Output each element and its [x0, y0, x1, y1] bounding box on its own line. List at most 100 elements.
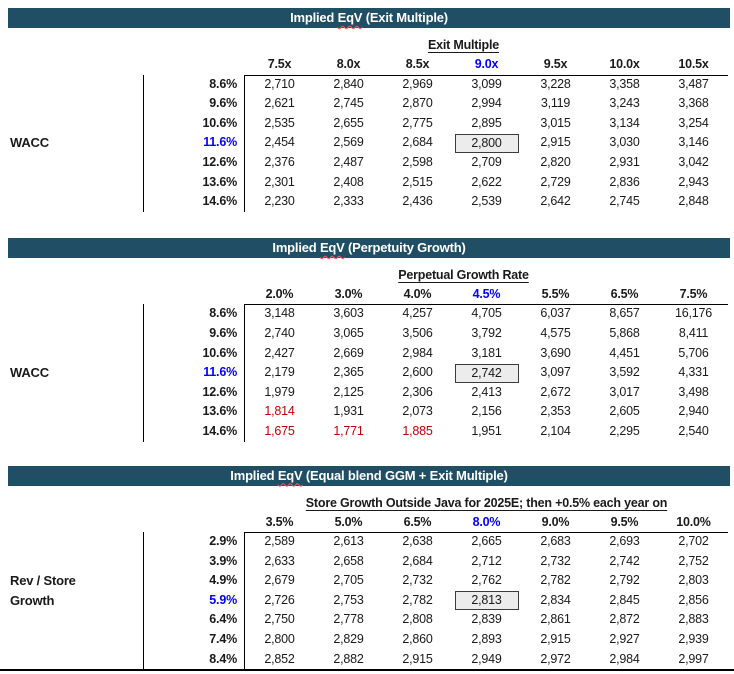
value-cell[interactable]: 2,997: [678, 651, 709, 666]
value-cell[interactable]: 2,792: [609, 573, 640, 588]
value-cell[interactable]: 2,778: [333, 612, 364, 627]
value-cell[interactable]: 2,870: [402, 96, 433, 111]
value-cell[interactable]: 2,598: [402, 154, 433, 169]
column-header[interactable]: 9.5x: [521, 55, 590, 76]
value-cell[interactable]: 2,949: [471, 651, 502, 666]
value-cell[interactable]: 2,613: [333, 534, 364, 549]
column-header[interactable]: 5.5%: [521, 285, 590, 306]
column-header[interactable]: 3.5%: [245, 513, 314, 534]
value-cell[interactable]: 3,134: [609, 115, 640, 130]
value-cell[interactable]: 2,684: [402, 135, 433, 150]
value-cell[interactable]: 4,257: [402, 306, 433, 321]
value-cell[interactable]: 3,119: [540, 96, 571, 111]
row-header[interactable]: 7.4%: [144, 630, 245, 650]
row-header[interactable]: 12.6%: [144, 382, 245, 403]
value-cell[interactable]: 2,104: [540, 423, 571, 438]
value-cell[interactable]: 2,872: [609, 612, 640, 627]
value-cell[interactable]: 3,146: [678, 135, 709, 150]
row-header[interactable]: 14.6%: [144, 192, 245, 212]
value-cell[interactable]: 2,306: [402, 384, 433, 399]
value-cell[interactable]: 3,148: [264, 306, 295, 321]
value-cell[interactable]: 2,487: [333, 154, 364, 169]
value-cell[interactable]: 2,861: [540, 612, 571, 627]
value-cell[interactable]: 2,413: [471, 384, 502, 399]
value-cell[interactable]: 3,498: [678, 384, 709, 399]
value-cell[interactable]: 1,951: [471, 423, 502, 438]
value-cell[interactable]: 3,181: [471, 345, 502, 360]
value-cell[interactable]: 2,683: [540, 534, 571, 549]
row-header[interactable]: 10.6%: [144, 343, 245, 364]
column-header[interactable]: 4.5%: [452, 285, 521, 306]
value-cell[interactable]: 2,808: [402, 612, 433, 627]
value-cell[interactable]: 2,712: [471, 553, 502, 568]
value-cell[interactable]: 4,451: [609, 345, 640, 360]
value-cell[interactable]: 2,915: [540, 632, 571, 647]
value-cell[interactable]: 8,657: [609, 306, 640, 321]
column-header[interactable]: 8.0%: [452, 513, 521, 534]
column-header[interactable]: 9.0x: [452, 55, 521, 76]
value-cell[interactable]: 5,868: [609, 325, 640, 340]
value-cell[interactable]: 2,376: [264, 154, 295, 169]
row-header[interactable]: 9.6%: [144, 94, 245, 114]
value-cell[interactable]: 2,605: [609, 404, 640, 419]
row-header[interactable]: 12.6%: [144, 152, 245, 173]
value-cell[interactable]: 2,622: [471, 174, 502, 189]
value-cell[interactable]: 2,931: [609, 154, 640, 169]
value-cell[interactable]: 2,633: [264, 553, 295, 568]
value-cell[interactable]: 2,940: [678, 404, 709, 419]
value-cell[interactable]: 3,228: [540, 76, 571, 91]
row-header[interactable]: 11.6%: [144, 363, 245, 383]
row-header[interactable]: 13.6%: [144, 172, 245, 193]
value-cell[interactable]: 2,836: [609, 174, 640, 189]
value-cell[interactable]: 2,705: [333, 573, 364, 588]
value-cell[interactable]: 2,845: [609, 592, 640, 607]
value-cell[interactable]: 2,710: [264, 76, 295, 91]
column-header[interactable]: 10.0x: [590, 55, 659, 76]
value-cell[interactable]: 3,243: [609, 96, 640, 111]
value-cell[interactable]: 2,752: [678, 553, 709, 568]
row-header[interactable]: 9.6%: [144, 323, 245, 344]
value-cell[interactable]: 4,705: [471, 306, 502, 321]
value-cell[interactable]: 2,454: [264, 135, 295, 150]
value-cell[interactable]: 2,408: [333, 174, 364, 189]
value-cell[interactable]: 2,742: [609, 553, 640, 568]
value-cell[interactable]: 3,030: [609, 135, 640, 150]
value-cell[interactable]: 2,848: [678, 194, 709, 209]
value-cell[interactable]: 2,915: [402, 651, 433, 666]
value-cell[interactable]: 3,015: [540, 115, 571, 130]
value-cell[interactable]: 2,939: [678, 632, 709, 647]
row-header[interactable]: 14.6%: [144, 421, 245, 442]
value-cell[interactable]: 2,745: [609, 194, 640, 209]
value-cell[interactable]: 3,065: [333, 325, 364, 340]
row-header[interactable]: 10.6%: [144, 113, 245, 134]
value-cell[interactable]: 3,368: [678, 96, 709, 111]
value-cell[interactable]: 2,782: [540, 573, 571, 588]
value-cell[interactable]: 3,506: [402, 325, 433, 340]
value-cell[interactable]: 2,679: [264, 573, 295, 588]
value-cell[interactable]: 1,885: [402, 423, 433, 438]
value-cell[interactable]: 2,745: [333, 96, 364, 111]
value-cell[interactable]: 2,927: [609, 632, 640, 647]
value-cell[interactable]: 2,729: [540, 174, 571, 189]
row-header[interactable]: 8.6%: [144, 304, 245, 324]
value-cell[interactable]: 8,411: [678, 325, 709, 340]
value-cell[interactable]: 3,254: [678, 115, 709, 130]
value-cell[interactable]: 2,693: [609, 534, 640, 549]
value-cell[interactable]: 2,073: [402, 404, 433, 419]
column-header[interactable]: 4.0%: [383, 285, 452, 306]
value-cell[interactable]: 2,540: [678, 423, 709, 438]
value-cell[interactable]: 2,856: [678, 592, 709, 607]
value-cell[interactable]: 1,814: [264, 404, 295, 419]
value-cell[interactable]: 2,740: [264, 325, 295, 340]
value-cell[interactable]: 2,589: [264, 534, 295, 549]
row-header[interactable]: 2.9%: [144, 532, 245, 552]
row-header[interactable]: 11.6%: [144, 133, 245, 153]
value-cell[interactable]: 2,353: [540, 404, 571, 419]
value-cell[interactable]: 2,665: [471, 534, 502, 549]
value-cell[interactable]: 2,753: [333, 592, 364, 607]
value-cell[interactable]: 1,931: [333, 404, 364, 419]
column-header[interactable]: 7.5x: [245, 55, 314, 76]
value-cell[interactable]: 2,893: [471, 632, 502, 647]
value-cell[interactable]: 2,672: [540, 384, 571, 399]
value-cell[interactable]: 2,732: [402, 573, 433, 588]
